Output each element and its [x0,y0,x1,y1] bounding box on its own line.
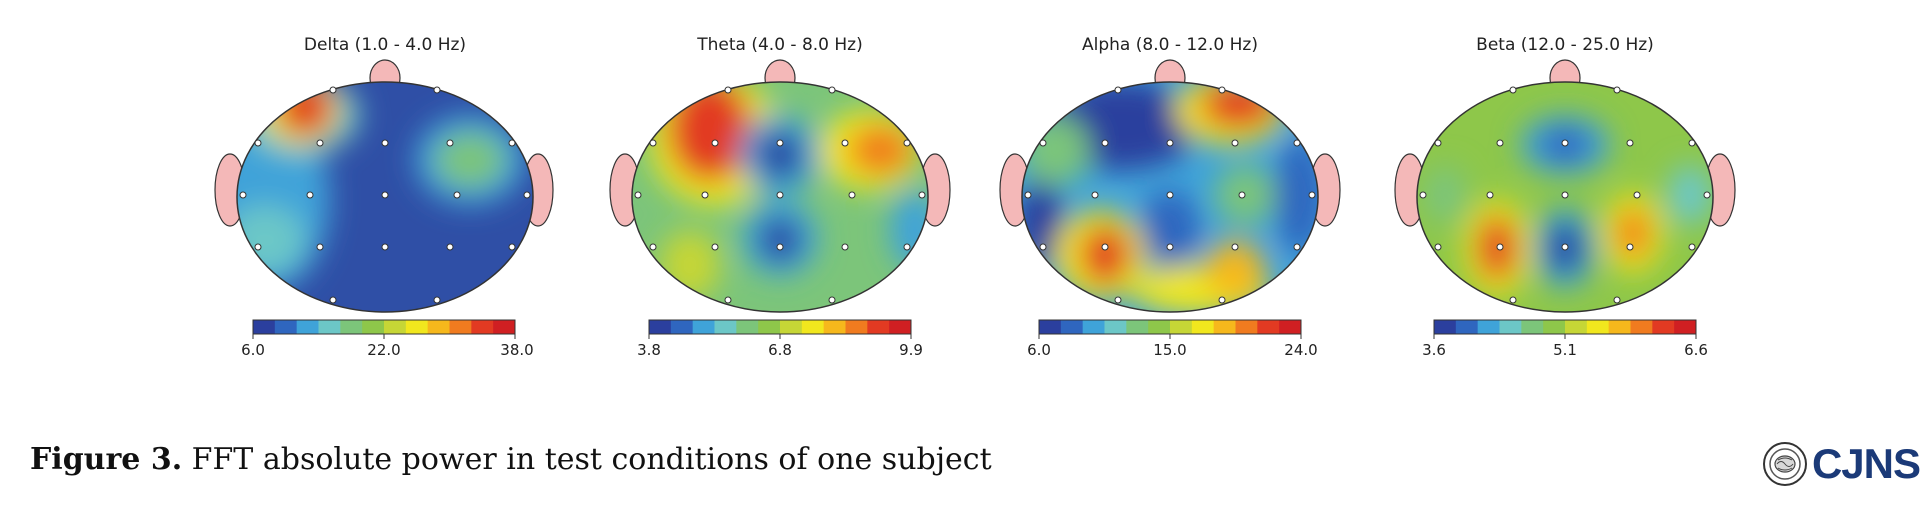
colorbar-segment [823,320,846,334]
colorbar-segment [1586,320,1610,334]
map-title-alpha: Alpha (8.0 - 12.0 Hz) [1082,35,1258,55]
scale-max-beta: 6.6 [1684,341,1708,359]
colorbar-segment [253,320,276,334]
colorbar-segment [493,320,516,334]
electrode-markers [1419,86,1711,304]
colorbar-segment [1652,320,1675,334]
journal-seal-icon [1762,442,1807,486]
colorbar-segment [318,320,341,334]
colorbar-segment [471,320,494,334]
colorbar-segment [780,320,803,334]
scale-max-theta: 9.9 [899,341,923,359]
colorbar-segment [340,320,363,334]
journal-logo-text: CJNS [1811,440,1921,487]
colorbar-segment [758,320,781,334]
journal-logo: CJNS [1762,440,1921,488]
colorbar-segment [1126,320,1149,334]
scale-min-beta: 3.6 [1422,341,1446,359]
colorbar-segment [1674,320,1697,334]
colorbar-segment [1213,320,1236,334]
figure-label: Figure 3. [30,442,183,477]
colorbar-segment [649,320,672,334]
colorbar-alpha [1038,319,1302,339]
head-outline [631,81,929,313]
colorbar-segment [384,320,407,334]
head-outline [236,81,534,313]
colorbar-segment [670,320,694,334]
scale-mid-alpha: 15.0 [1153,341,1186,359]
colorbar-segment [362,320,385,334]
colorbar-segment [1477,320,1500,334]
topomap-delta: Delta (1.0 - 4.0 Hz) [214,35,554,359]
scale-mid-theta: 6.8 [768,341,792,359]
colorbar-delta [252,319,516,339]
colorbar-segment [1434,320,1457,334]
colorbar-segment [845,320,868,334]
colorbar-segment [1257,320,1280,334]
electrode-markers [634,86,926,304]
colorbar-segment [1148,320,1171,334]
colorbar-segment [1060,320,1084,334]
figure-caption-text: FFT absolute power in test conditions of… [182,442,992,477]
colorbar-segment [1039,320,1062,334]
scale-min-delta: 6.0 [241,341,265,359]
colorbar-segment [736,320,759,334]
head-outline [1021,81,1319,313]
colorbar-segment [692,320,715,334]
topographic-maps-figure: Delta (1.0 - 4.0 Hz) [214,35,1736,359]
colorbar-segment [1191,320,1215,334]
colorbar-segment [1521,320,1544,334]
electrode-markers [1024,86,1316,304]
map-title-delta: Delta (1.0 - 4.0 Hz) [304,35,466,55]
colorbar-segment [1630,320,1653,334]
colorbar-segment [274,320,298,334]
scale-mid-beta: 5.1 [1553,341,1577,359]
colorbar-segment [449,320,472,334]
topomap-beta: Beta (12.0 - 25.0 Hz) [1394,35,1736,359]
colorbar-segment [714,320,737,334]
colorbar-segment [1455,320,1479,334]
topomap-alpha: Alpha (8.0 - 12.0 Hz) [999,35,1341,359]
head-outline [1416,81,1714,313]
colorbar-theta [648,319,912,339]
colorbar-segment [427,320,450,334]
colorbar-segment [1170,320,1193,334]
colorbar-segment [1565,320,1588,334]
colorbar-segment [889,320,912,334]
colorbar-segment [1104,320,1127,334]
figure-caption: Figure 3. FFT absolute power in test con… [30,442,992,477]
colorbar-segment [801,320,825,334]
electrode-markers [239,86,531,304]
colorbar-segment [1082,320,1105,334]
colorbar-segment [405,320,429,334]
scale-max-delta: 38.0 [500,341,533,359]
colorbar-beta [1433,319,1697,339]
topomap-theta: Theta (4.0 - 8.0 Hz) [609,35,951,359]
colorbar-segment [296,320,319,334]
colorbar-segment [1279,320,1302,334]
map-title-theta: Theta (4.0 - 8.0 Hz) [696,35,863,55]
scale-min-theta: 3.8 [637,341,661,359]
scale-mid-delta: 22.0 [367,341,400,359]
colorbar-segment [1543,320,1566,334]
colorbar-segment [867,320,890,334]
colorbar-segment [1499,320,1522,334]
colorbar-segment [1235,320,1258,334]
colorbar-segment [1608,320,1631,334]
map-title-beta: Beta (12.0 - 25.0 Hz) [1476,35,1654,55]
scale-max-alpha: 24.0 [1284,341,1317,359]
scale-min-alpha: 6.0 [1027,341,1051,359]
